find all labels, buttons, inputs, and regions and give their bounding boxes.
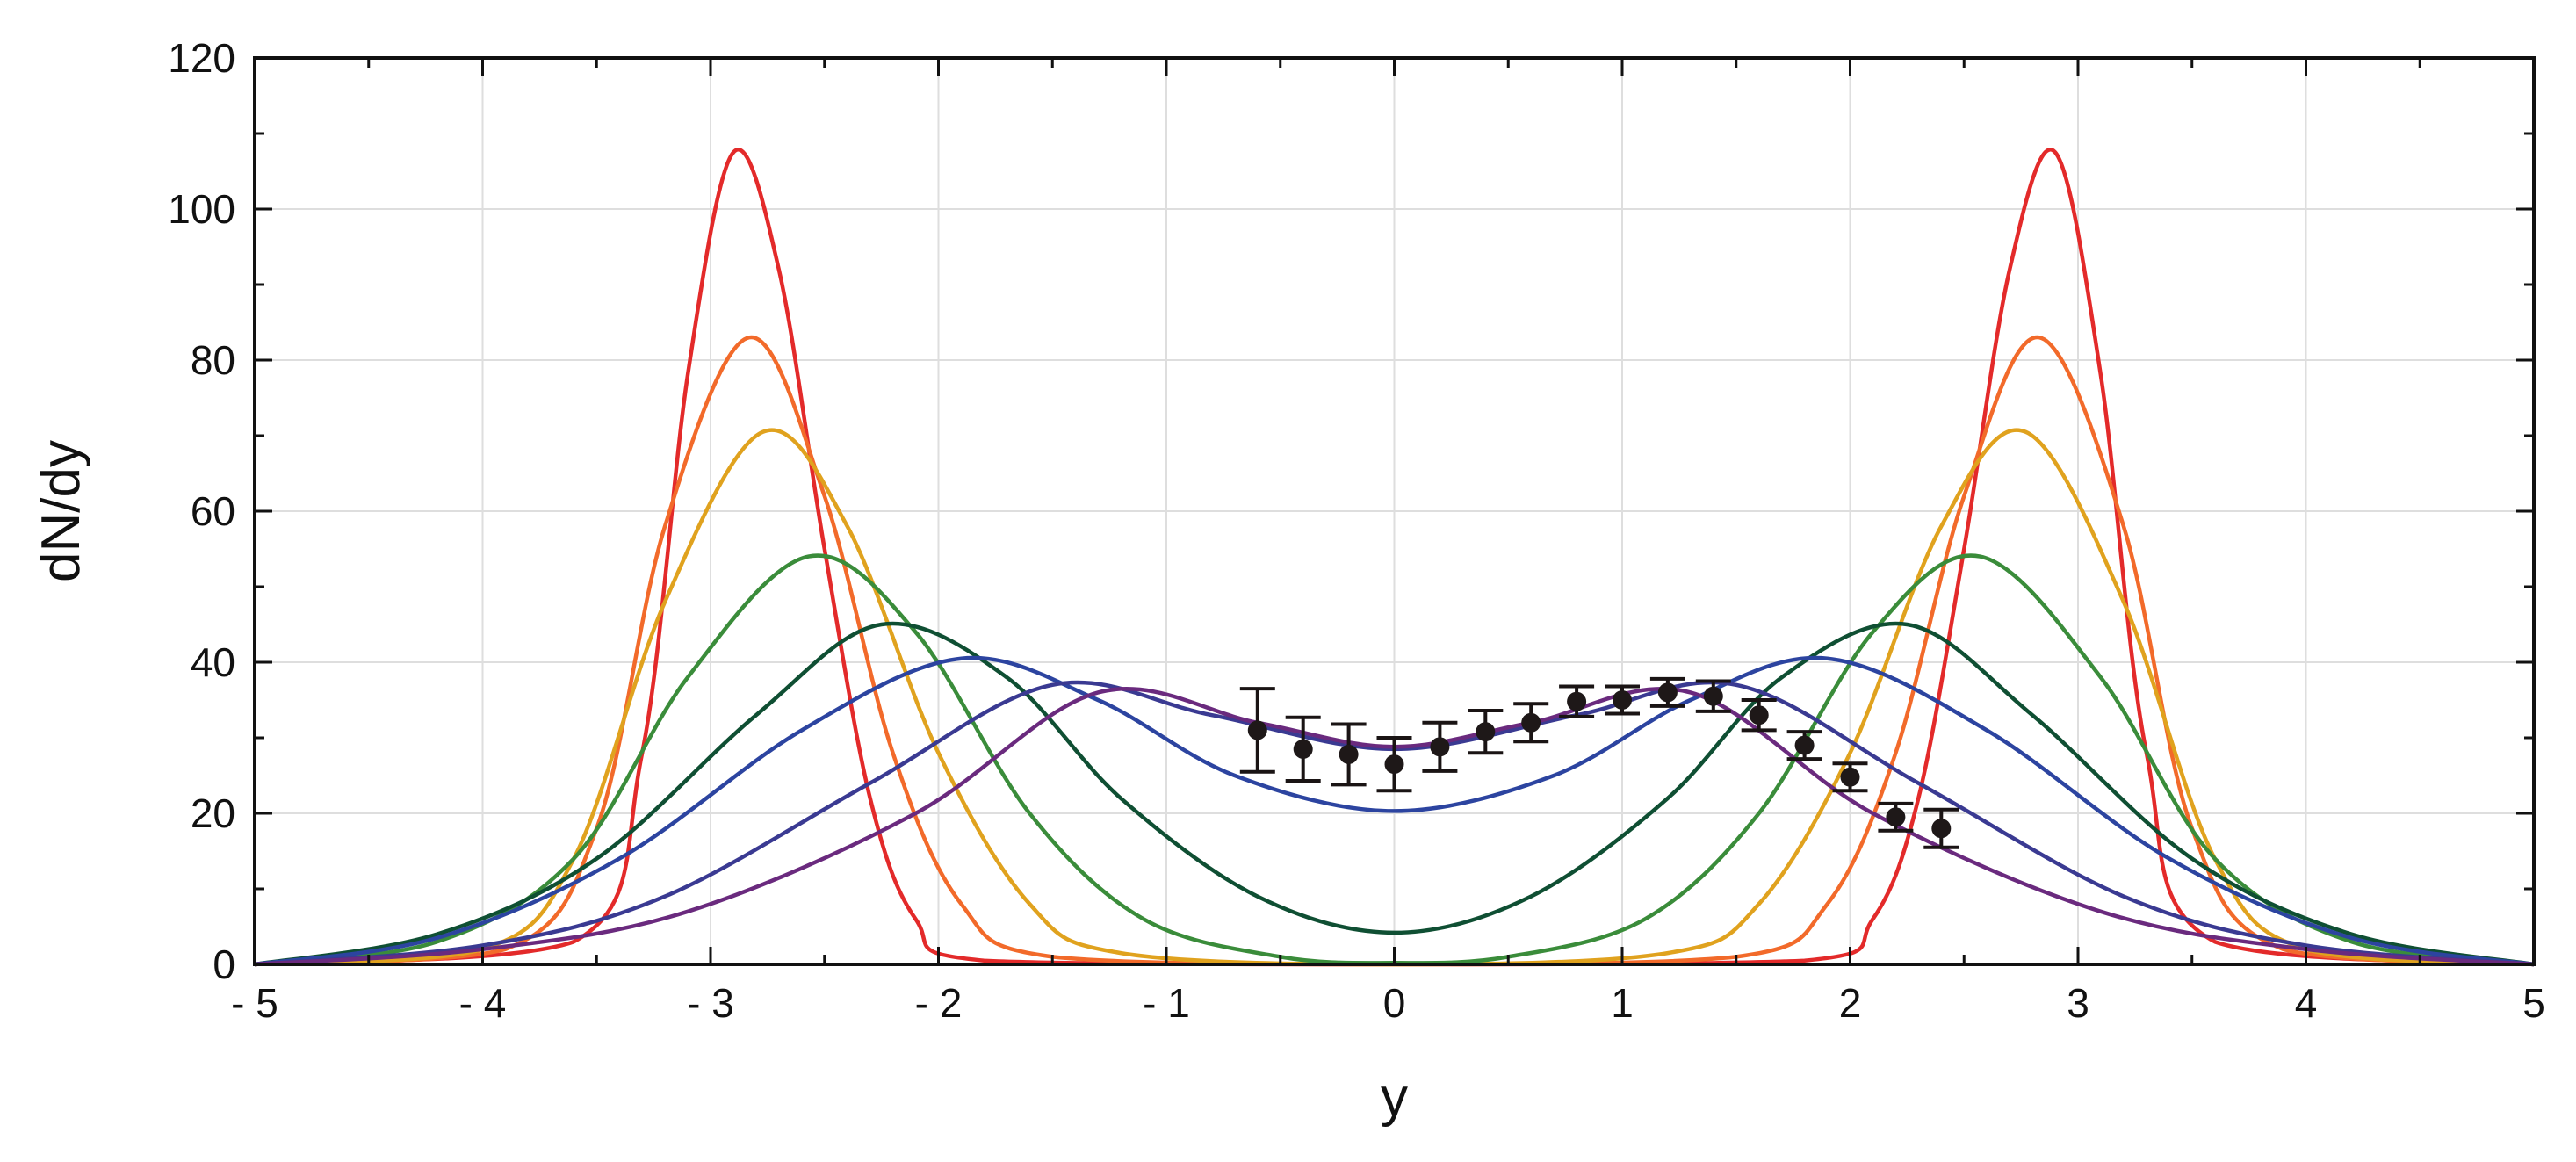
data-point bbox=[1741, 698, 1777, 733]
data-marker bbox=[1794, 735, 1815, 755]
data-point bbox=[1878, 801, 1914, 833]
x-tick-label: - 2 bbox=[915, 980, 963, 1026]
data-points bbox=[1239, 676, 1959, 849]
data-marker bbox=[1657, 682, 1678, 703]
x-tick-label: 4 bbox=[2295, 980, 2318, 1026]
data-point bbox=[1559, 684, 1595, 718]
data-point bbox=[1605, 684, 1640, 716]
data-point bbox=[1786, 730, 1822, 761]
y-tick-label: 40 bbox=[191, 639, 235, 685]
data-marker bbox=[1703, 686, 1723, 706]
x-tick-label: 3 bbox=[2067, 980, 2089, 1026]
x-tick-label: - 3 bbox=[687, 980, 734, 1026]
data-point bbox=[1376, 736, 1412, 793]
data-marker bbox=[1430, 737, 1450, 757]
y-tick-label: 0 bbox=[213, 942, 235, 987]
data-marker bbox=[1247, 720, 1267, 740]
y-tick-label: 120 bbox=[168, 35, 235, 81]
x-tick-label: 2 bbox=[1839, 980, 1862, 1026]
data-point bbox=[1331, 722, 1367, 787]
model-curve-5 bbox=[254, 621, 2535, 967]
data-marker bbox=[1931, 819, 1952, 839]
data-point bbox=[1422, 720, 1458, 773]
data-point bbox=[1649, 676, 1685, 708]
data-point bbox=[1239, 687, 1275, 774]
x-tick-label: 0 bbox=[1383, 980, 1406, 1026]
data-marker bbox=[1521, 712, 1541, 733]
y-tick-labels: 0 20 40 60 80 100 120 bbox=[168, 35, 235, 987]
data-marker bbox=[1384, 754, 1404, 775]
data-marker bbox=[1749, 705, 1769, 725]
x-tick-label: 1 bbox=[1611, 980, 1634, 1026]
data-marker bbox=[1613, 690, 1632, 710]
data-point bbox=[1513, 702, 1549, 744]
y-tick-label: 80 bbox=[191, 337, 235, 383]
model-curve-6 bbox=[254, 655, 2535, 967]
data-point bbox=[1923, 807, 1959, 849]
x-tick-labels: - 5 - 4 - 3 - 2 - 1 0 1 2 3 4 5 bbox=[231, 980, 2545, 1026]
data-point bbox=[1695, 679, 1731, 713]
x-tick-label: 5 bbox=[2522, 980, 2545, 1026]
x-tick-label: - 5 bbox=[231, 980, 278, 1026]
y-tick-label: 100 bbox=[168, 186, 235, 232]
y-tick-label: 20 bbox=[191, 790, 235, 836]
data-marker bbox=[1567, 691, 1587, 711]
data-point bbox=[1285, 715, 1321, 783]
data-marker bbox=[1840, 767, 1860, 787]
data-marker bbox=[1339, 744, 1359, 764]
data-point bbox=[1832, 761, 1868, 793]
data-point bbox=[1468, 709, 1504, 755]
y-axis-title: dN/dy bbox=[31, 440, 91, 582]
y-tick-label: 60 bbox=[191, 488, 235, 534]
data-marker bbox=[1293, 739, 1313, 759]
x-tick-label: - 1 bbox=[1143, 980, 1190, 1026]
x-tick-label: - 4 bbox=[459, 980, 507, 1026]
data-marker bbox=[1886, 807, 1906, 827]
x-axis-title: y bbox=[1381, 1067, 1408, 1128]
axis-ticks bbox=[253, 56, 2536, 966]
data-marker bbox=[1476, 722, 1496, 742]
